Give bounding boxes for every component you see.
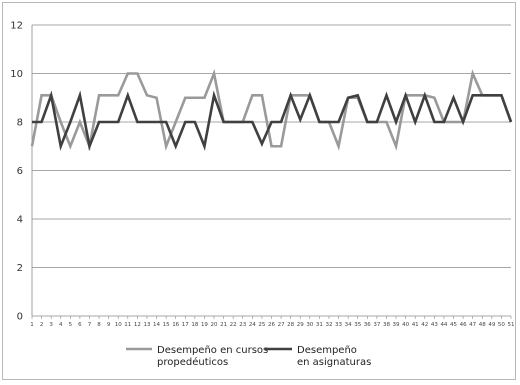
x-tick-label: 24 (249, 322, 256, 328)
x-tick-label: 36 (364, 322, 371, 328)
y-tick-label: 10 (10, 69, 23, 80)
x-tick-label: 21 (220, 322, 227, 328)
x-tick-label: 18 (191, 322, 198, 328)
series-line-2 (32, 90, 513, 151)
x-axis-tick-labels: 1 2 3 4 5 6 7 8 9 10 11 12 13 14 15 16 17 18 19 20 21 22 23 24 2… (30, 316, 515, 328)
x-tick-label: 16 (172, 322, 179, 328)
x-tick-label: 19 (201, 322, 208, 328)
x-tick-label: 8 (97, 322, 101, 328)
x-tick-label: 1 (30, 322, 34, 328)
legend-label-2: Desempeño (297, 345, 357, 356)
x-tick-label: 33 (335, 322, 342, 328)
x-tick-label: 26 (268, 322, 275, 328)
x-tick-label: 39 (393, 322, 400, 328)
x-tick-label: 31 (316, 322, 323, 328)
legend-label-1: Desempeño en cursos (157, 345, 268, 356)
x-tick-label: 32 (325, 322, 332, 328)
x-tick-label: 29 (297, 322, 304, 328)
x-tick-label: 40 (402, 322, 409, 328)
y-tick-label: 0 (17, 312, 23, 323)
x-tick-label: 12 (134, 322, 141, 328)
x-tick-label: 23 (239, 322, 246, 328)
x-tick-label: 7 (88, 322, 92, 328)
x-tick-label: 44 (440, 322, 447, 328)
x-tick-label: 48 (479, 322, 486, 328)
x-tick-label: 37 (373, 322, 380, 328)
x-tick-label: 38 (383, 322, 390, 328)
legend-label-1: propedéuticos (157, 356, 228, 368)
y-tick-label: 6 (17, 166, 23, 177)
gridlines (31, 24, 511, 317)
x-tick-label: 4 (59, 322, 63, 328)
x-tick-label: 25 (258, 322, 265, 328)
x-tick-label: 35 (354, 322, 361, 328)
x-tick-label: 27 (278, 322, 285, 328)
x-tick-label: 20 (211, 322, 218, 328)
y-tick-label: 8 (17, 118, 23, 129)
x-tick-label: 11 (124, 322, 131, 328)
x-tick-label: 14 (153, 322, 160, 328)
x-tick-label: 42 (421, 322, 428, 328)
y-axis-tick-labels: 0 2 4 6 8 10 12 (10, 21, 23, 323)
legend-label-2: en asignaturas (297, 357, 371, 368)
y-tick-label: 2 (17, 263, 23, 274)
x-tick-label: 2 (40, 322, 44, 328)
x-tick-label: 34 (345, 322, 352, 328)
x-tick-label: 5 (69, 322, 73, 328)
x-tick-label: 49 (488, 322, 495, 328)
x-tick-label: 10 (115, 322, 122, 328)
y-tick-label: 4 (17, 215, 23, 226)
x-tick-label: 17 (182, 322, 189, 328)
x-tick-label: 6 (78, 322, 82, 328)
x-tick-label: 13 (143, 322, 150, 328)
chart-frame (2, 2, 516, 380)
series-line-1 (30, 68, 513, 151)
x-tick-label: 9 (107, 322, 111, 328)
x-tick-label: 50 (498, 322, 505, 328)
x-tick-label: 51 (508, 322, 515, 328)
x-tick-label: 28 (287, 322, 294, 328)
series-lines (30, 68, 513, 151)
x-tick-label: 45 (450, 322, 457, 328)
y-tick-label: 12 (10, 21, 23, 32)
x-tick-label: 30 (306, 322, 313, 328)
x-tick-label: 22 (230, 322, 237, 328)
x-tick-label: 41 (412, 322, 419, 328)
x-tick-label: 43 (431, 322, 438, 328)
x-tick-label: 3 (49, 322, 53, 328)
x-tick-label: 15 (163, 322, 170, 328)
x-tick-label: 46 (460, 322, 467, 328)
x-tick-label: 47 (469, 322, 476, 328)
